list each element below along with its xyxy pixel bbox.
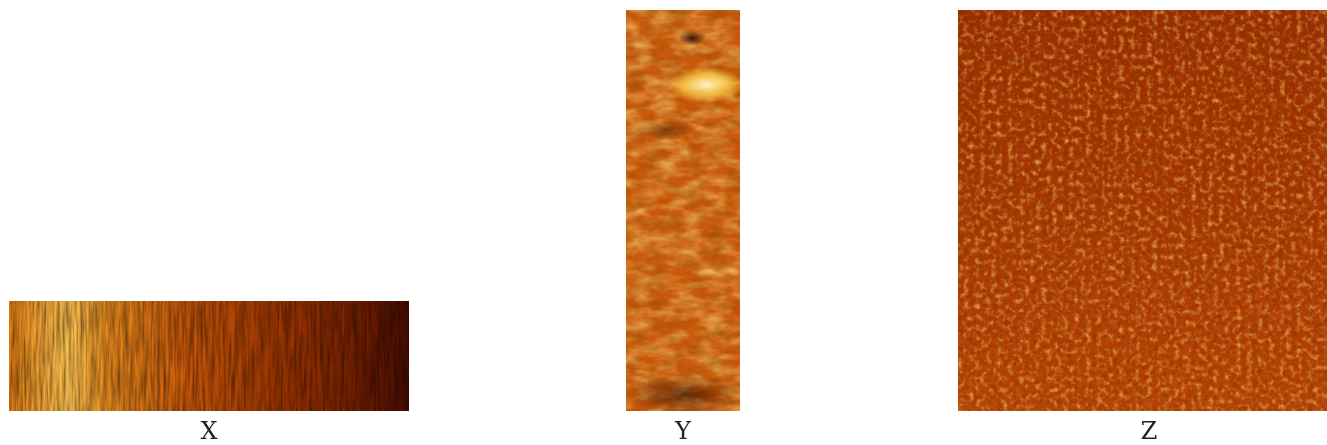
texture-image-y-graphic — [626, 10, 740, 411]
texture-image-z-graphic — [958, 10, 1327, 411]
panel-label-x: X — [200, 417, 218, 445]
texture-image-x — [9, 301, 409, 411]
texture-image-y — [626, 10, 740, 411]
panel-label-y: Y — [675, 417, 691, 445]
panel-label-z: Z — [1140, 417, 1158, 445]
texture-image-x-graphic — [9, 301, 409, 411]
texture-image-z — [958, 10, 1327, 411]
